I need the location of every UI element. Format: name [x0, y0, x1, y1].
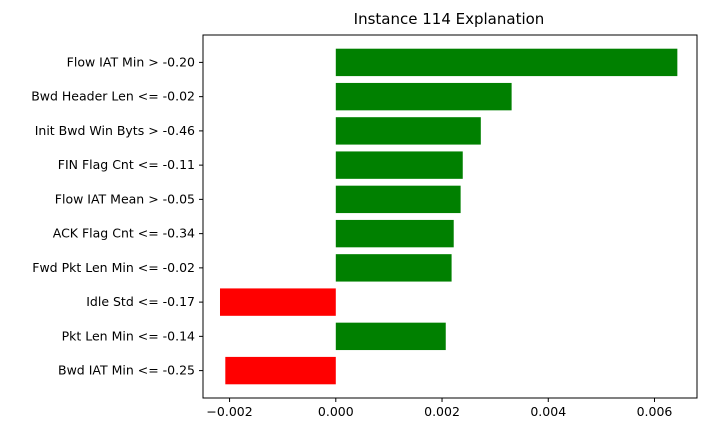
y-tick-label: Pkt Len Min <= -0.14 [62, 328, 195, 343]
plot-frame [202, 34, 698, 399]
x-tick-label: 0.006 [637, 404, 673, 419]
y-tick-label: Init Bwd Win Byts > -0.46 [35, 123, 195, 138]
y-tick-label: Idle Std <= -0.17 [86, 294, 195, 309]
y-tick-label: Bwd IAT Min <= -0.25 [58, 363, 195, 378]
bar [335, 117, 481, 145]
bar [335, 82, 512, 111]
y-tick-label: Flow IAT Min > -0.20 [67, 54, 195, 69]
x-tick-label: −0.002 [206, 404, 252, 419]
y-axis: Flow IAT Min > -0.20 Bwd Header Len <= -0… [31, 54, 203, 378]
x-axis: −0.002 0.000 0.002 0.004 0.006 [206, 398, 672, 419]
bar [335, 185, 461, 214]
chart-title: Instance 114 Explanation [354, 10, 545, 28]
y-tick-label: FIN Flag Cnt <= -0.11 [58, 157, 195, 172]
bar [219, 288, 336, 316]
bar [335, 151, 463, 179]
x-tick-label: 0.004 [530, 404, 566, 419]
x-tick-label: 0.000 [318, 404, 354, 419]
y-tick-label: Fwd Pkt Len Min <= -0.02 [32, 260, 195, 275]
y-tick-label: ACK Flag Cnt <= -0.34 [53, 226, 195, 241]
y-tick-label: Flow IAT Mean > -0.05 [55, 191, 195, 206]
bar [335, 48, 678, 77]
bars [219, 48, 678, 385]
bar [335, 219, 454, 248]
bar [335, 322, 446, 351]
bar [225, 356, 336, 385]
bar [335, 254, 452, 282]
x-tick-label: 0.002 [424, 404, 460, 419]
y-tick-label: Bwd Header Len <= -0.02 [31, 89, 195, 104]
